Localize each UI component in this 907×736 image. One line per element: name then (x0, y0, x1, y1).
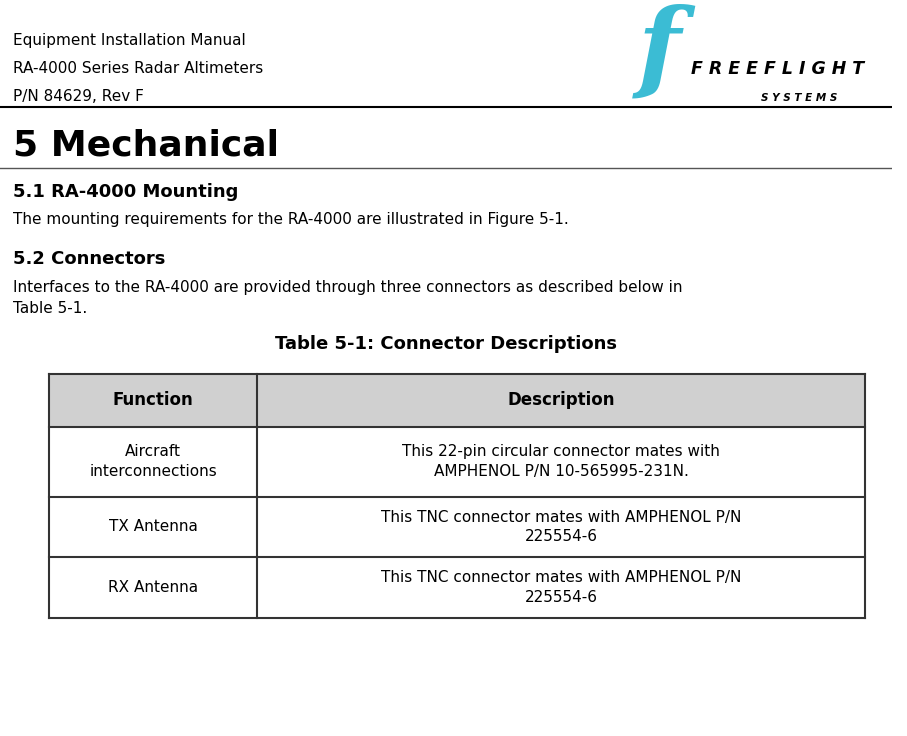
Text: This TNC connector mates with AMPHENOL P/N
225554-6: This TNC connector mates with AMPHENOL P… (381, 570, 741, 605)
Text: S Y S T E M S: S Y S T E M S (761, 93, 837, 104)
Bar (49, 374, 865, 427)
Text: RX Antenna: RX Antenna (108, 580, 199, 595)
Text: Table 5-1: Connector Descriptions: Table 5-1: Connector Descriptions (275, 335, 617, 353)
Text: 5.1 RA-4000 Mounting: 5.1 RA-4000 Mounting (14, 183, 239, 200)
Text: The mounting requirements for the RA-4000 are illustrated in Figure 5-1.: The mounting requirements for the RA-400… (14, 212, 569, 227)
Text: RA-4000 Series Radar Altimeters: RA-4000 Series Radar Altimeters (14, 61, 264, 76)
Text: Equipment Installation Manual: Equipment Installation Manual (14, 33, 246, 48)
Text: This 22-pin circular connector mates with
AMPHENOL P/N 10-565995-231N.: This 22-pin circular connector mates wit… (403, 445, 720, 479)
Text: Function: Function (112, 392, 193, 409)
Text: P/N 84629, Rev F: P/N 84629, Rev F (14, 89, 144, 104)
Text: Interfaces to the RA-4000 are provided through three connectors as described bel: Interfaces to the RA-4000 are provided t… (14, 280, 683, 316)
Text: This TNC connector mates with AMPHENOL P/N
225554-6: This TNC connector mates with AMPHENOL P… (381, 509, 741, 545)
Text: F R E E F L I G H T: F R E E F L I G H T (691, 60, 864, 78)
Text: f: f (638, 4, 681, 100)
Text: Aircraft
interconnections: Aircraft interconnections (89, 445, 217, 479)
Text: 5 Mechanical: 5 Mechanical (14, 129, 279, 163)
Text: 5.2 Connectors: 5.2 Connectors (14, 250, 166, 268)
Text: TX Antenna: TX Antenna (109, 520, 198, 534)
Text: Description: Description (508, 392, 615, 409)
